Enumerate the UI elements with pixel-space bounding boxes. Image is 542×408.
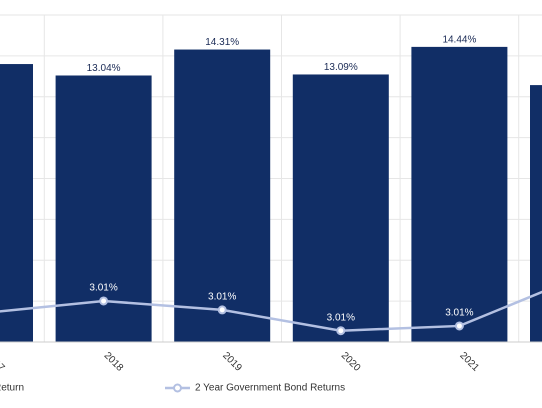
- x-tick-label: 2019: [220, 350, 244, 374]
- legend-label: 2 Year Government Bond Returns: [195, 383, 345, 394]
- bar-value-label: 13.09%: [324, 62, 358, 73]
- x-tick-label: 2017: [0, 350, 7, 374]
- x-tick-label: 2021: [457, 350, 481, 374]
- line-value-label: 3.01%: [89, 283, 117, 294]
- bar: [0, 64, 33, 343]
- line-point: [336, 326, 346, 336]
- bar-value-label: 14.31%: [205, 37, 239, 48]
- bar-value-label: 13.04%: [87, 63, 121, 74]
- line-series: [0, 290, 542, 332]
- bar: [174, 49, 271, 343]
- bar: [411, 46, 508, 342]
- legend-marker: [173, 383, 182, 393]
- bar: [292, 74, 389, 343]
- bar-value-label: 14.44%: [442, 35, 476, 46]
- line-value-label: 3.01%: [208, 292, 236, 303]
- line-point: [99, 296, 109, 306]
- x-tick-label: 2018: [102, 350, 126, 374]
- line-point: [454, 321, 464, 331]
- line-value-label: 3.01%: [445, 308, 473, 319]
- line-point: [217, 305, 227, 315]
- x-tick-label: 2020: [339, 350, 363, 374]
- line-value-label: 3.01%: [327, 312, 355, 323]
- bar: [530, 85, 542, 343]
- legend-label: Return: [0, 383, 24, 394]
